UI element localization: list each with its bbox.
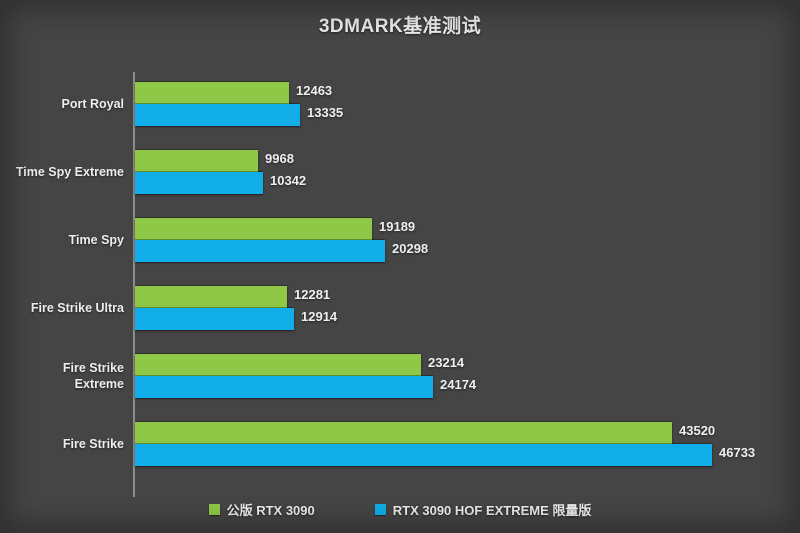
- bar-value-label: 20298: [392, 241, 429, 256]
- bar-value-label: 13335: [307, 105, 344, 120]
- category-group: Port Royal 12463 13335: [0, 82, 800, 126]
- category-label: Fire Strike Extreme: [62, 361, 124, 391]
- bar-row: 19189: [135, 218, 800, 240]
- legend-item[interactable]: RTX 3090 HOF EXTREME 限量版: [374, 500, 592, 519]
- bar: [135, 150, 258, 172]
- bar-value-label: 12463: [296, 83, 333, 98]
- bar-value-label: 12914: [301, 309, 338, 324]
- category-label: Fire Strike Ultra: [30, 301, 124, 315]
- category-label: Time Spy Extreme: [15, 165, 124, 179]
- bar-value-label: 19189: [379, 219, 416, 234]
- bar: [135, 308, 294, 330]
- bar-value-label: 24174: [440, 377, 477, 392]
- bar-row: 43520: [135, 422, 800, 444]
- legend-swatch-icon: [374, 504, 386, 515]
- category-label: Fire Strike: [62, 437, 124, 451]
- bar-row: 13335: [135, 104, 800, 126]
- bar-row: 12914: [135, 308, 800, 330]
- bar-row: 10342: [135, 172, 800, 194]
- bar-value-label: 43520: [679, 423, 716, 438]
- bar-row: 12281: [135, 286, 800, 308]
- bar-value-label: 9968: [265, 151, 294, 166]
- bar: [135, 82, 289, 104]
- bar-row: 23214: [135, 354, 800, 376]
- y-axis-line: [133, 72, 135, 497]
- bar-value-label: 46733: [719, 445, 756, 460]
- bar: [135, 354, 421, 376]
- category-group: Time Spy Extreme 9968 10342: [0, 150, 800, 194]
- bar-value-label: 23214: [428, 355, 465, 370]
- bar-row: 9968: [135, 150, 800, 172]
- category-group: Fire Strike Extreme 23214 24174: [0, 354, 800, 398]
- bar: [135, 240, 385, 262]
- bar-value-label: 12281: [294, 287, 331, 302]
- bar-row: 12463: [135, 82, 800, 104]
- legend-item[interactable]: 公版 RTX 3090: [208, 500, 315, 519]
- bar: [135, 218, 372, 240]
- bar-row: 46733: [135, 444, 800, 466]
- legend-label: RTX 3090 HOF EXTREME 限量版: [392, 503, 592, 518]
- plot-area: Port Royal 12463 13335 Time Spy Extreme 9968…: [0, 60, 800, 497]
- bar-row: 20298: [135, 240, 800, 262]
- legend-swatch-icon: [208, 504, 220, 515]
- chart-legend: 公版 RTX 3090 RTX 3090 HOF EXTREME 限量版: [0, 500, 800, 519]
- bar-value-label: 10342: [270, 173, 307, 188]
- legend-label: 公版 RTX 3090: [226, 503, 315, 518]
- category-group: Fire Strike Ultra 12281 12914: [0, 286, 800, 330]
- category-label: Port Royal: [61, 97, 124, 111]
- chart-title: 3DMARK基准测试: [318, 16, 482, 37]
- bar-row: 24174: [135, 376, 800, 398]
- bar: [135, 422, 672, 444]
- category-group: Time Spy 19189 20298: [0, 218, 800, 262]
- bar: [135, 444, 712, 466]
- bar: [135, 104, 300, 126]
- bar: [135, 376, 433, 398]
- bar: [135, 172, 263, 194]
- bar: [135, 286, 287, 308]
- category-label: Time Spy: [68, 233, 124, 247]
- category-group: Fire Strike 43520 46733: [0, 422, 800, 466]
